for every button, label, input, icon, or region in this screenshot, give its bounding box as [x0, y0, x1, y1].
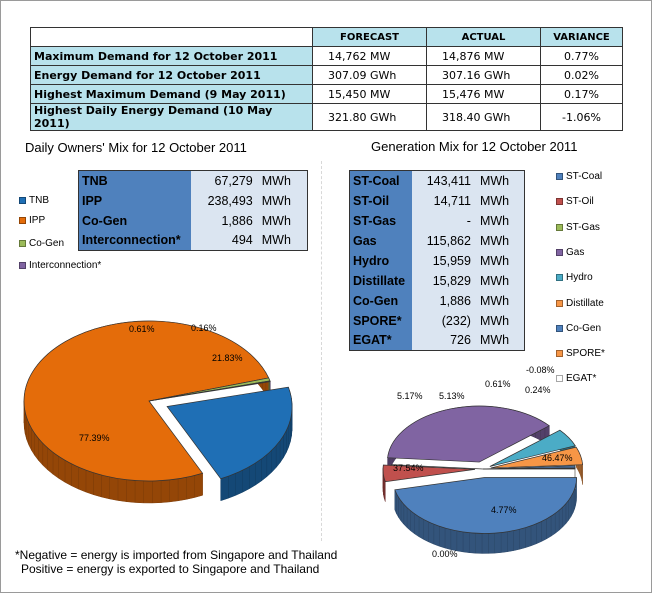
pie-data-label: 0.00%	[432, 549, 458, 559]
pie-data-label: 0.61%	[485, 379, 511, 389]
footnote-line-2: Positive = energy is exported to Singapo…	[15, 562, 337, 576]
pie-data-label: -0.08%	[526, 365, 555, 375]
footnote-line-1: *Negative = energy is imported from Sing…	[15, 548, 337, 562]
footnote: *Negative = energy is imported from Sing…	[15, 548, 337, 576]
pie-data-label: 37.54%	[393, 463, 424, 473]
pie-data-label: 5.13%	[439, 391, 465, 401]
pie-data-label: 46.47%	[542, 453, 573, 463]
pie-data-label: 4.77%	[491, 505, 517, 515]
pie-data-label: 5.17%	[397, 391, 423, 401]
pie-data-label: 0.24%	[525, 385, 551, 395]
